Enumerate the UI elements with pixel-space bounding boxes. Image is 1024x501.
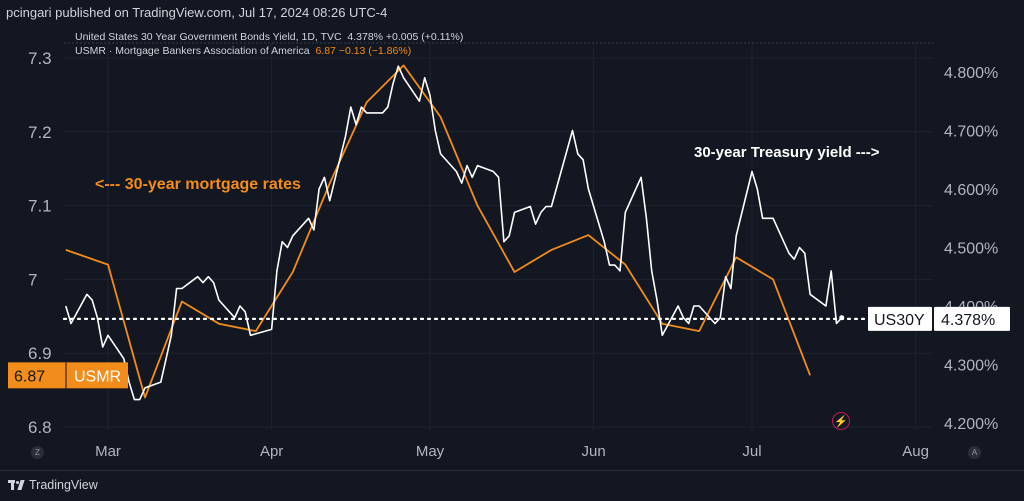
x-axis-tick: Aug	[902, 443, 929, 460]
right-axis-tick: 4.500%	[944, 241, 998, 258]
x-axis-tick: Jun	[582, 443, 606, 460]
right-axis-tick: 4.700%	[944, 124, 998, 141]
annotation-mortgage: <--- 30-year mortgage rates	[95, 176, 301, 193]
right-axis-tick: 4.600%	[944, 182, 998, 199]
left-axis-tick: 6.9	[28, 344, 52, 363]
us30y-value-badge: 4.378%	[941, 312, 995, 329]
tradingview-mark-icon	[8, 480, 25, 490]
right-axis-tick: 4.200%	[944, 416, 998, 433]
lightning-icon[interactable]: ⚡	[832, 412, 850, 430]
x-axis-tick: Apr	[260, 443, 283, 460]
tradingview-brand-text: TradingView	[29, 478, 98, 492]
legend-usmr-value: 6.87 −0.13 (−1.86%)	[315, 45, 412, 57]
usmr-value-badge: 6.87	[14, 368, 45, 385]
right-axis-tick: 4.300%	[944, 358, 998, 375]
x-axis-tick: May	[416, 443, 445, 460]
us30y-label-badge: US30Y	[874, 312, 925, 329]
log-scale-toggle-button[interactable]: Z	[31, 446, 44, 459]
us30y-label-badge-bg	[868, 306, 932, 331]
left-axis-tick: 7.3	[28, 49, 52, 68]
left-axis-tick: 7.1	[28, 197, 52, 216]
tradingview-logo[interactable]: TradingView	[8, 478, 98, 492]
legend-us30y[interactable]: United States 30 Year Government Bonds Y…	[75, 31, 463, 43]
left-axis-tick: 7.2	[28, 123, 52, 142]
right-axis-tick: 4.800%	[944, 65, 998, 82]
us30y-value-badge-bg	[934, 306, 1010, 331]
series-line-us30y	[65, 65, 843, 401]
usmr-label-badge: USMR	[74, 368, 121, 385]
usmr-label-badge-bg	[66, 362, 128, 389]
x-axis-tick: Jul	[742, 443, 761, 460]
footer-bar	[0, 470, 1024, 501]
annotation-treasury: 30-year Treasury yield --->	[694, 144, 880, 161]
publisher-header: pcingari published on TradingView.com, J…	[6, 5, 388, 20]
legend-usmr[interactable]: USMR · Mortgage Bankers Association of A…	[75, 45, 411, 57]
auto-scale-toggle-button[interactable]: A	[968, 446, 981, 459]
usmr-value-badge-bg	[8, 362, 66, 389]
us30y-last-point	[839, 315, 845, 321]
x-axis-tick: Mar	[95, 443, 121, 460]
legend-us30y-value: 4.378% +0.005 (+0.11%)	[347, 31, 464, 43]
left-axis-tick: 7	[28, 270, 37, 289]
series-line-usmr	[65, 64, 811, 399]
legend-usmr-name: USMR · Mortgage Bankers Association of A…	[75, 45, 310, 57]
left-axis-tick: 6.8	[28, 418, 52, 437]
legend-us30y-name: United States 30 Year Government Bonds Y…	[75, 31, 342, 43]
